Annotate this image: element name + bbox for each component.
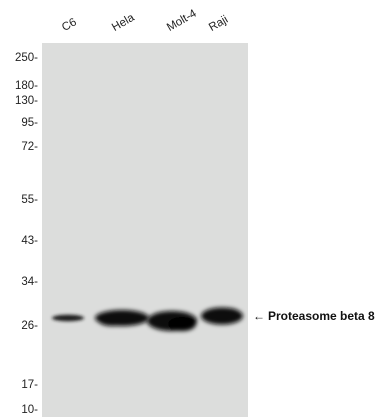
marker-130: 130-	[14, 95, 38, 107]
blot-membrane	[42, 43, 248, 417]
lane-label-molt-4: Molt-4	[165, 7, 199, 35]
band-molt-4	[147, 311, 197, 331]
marker-43: 43-	[21, 235, 38, 247]
blot-bands-svg	[52, 307, 243, 331]
marker-10: 10-	[21, 404, 38, 416]
marker-250: 250-	[14, 52, 38, 64]
marker-72: 72-	[21, 141, 38, 153]
marker-17: 17-	[21, 379, 38, 391]
marker-55: 55-	[21, 194, 38, 206]
lane-label-raji: Raji	[207, 13, 231, 34]
marker-180: 180-	[14, 80, 38, 92]
left-arrow-icon: ←	[253, 309, 265, 323]
marker-95: 95-	[21, 117, 38, 129]
band-raji	[201, 307, 243, 325]
band-annotation: ← Proteasome beta 8	[253, 309, 375, 323]
marker-26: 26-	[21, 320, 38, 332]
lane-label-hela: Hela	[110, 11, 137, 34]
band-c6	[52, 314, 84, 322]
band-hela	[95, 310, 149, 326]
lane-label-c6: C6	[60, 16, 79, 34]
band-annotation-text: Proteasome beta 8	[268, 309, 375, 323]
marker-34: 34-	[21, 276, 38, 288]
